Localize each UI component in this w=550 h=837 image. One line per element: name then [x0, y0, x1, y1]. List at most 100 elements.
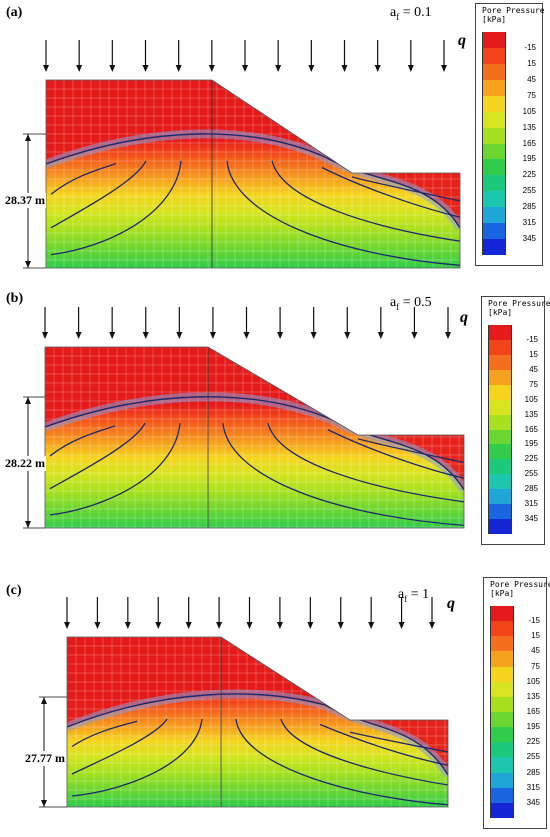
- pore-pressure-legend: Pore Pressure [kPa] -15 15 45 75 105 135 165 195…: [483, 577, 550, 829]
- legend-swatch: [490, 727, 514, 743]
- legend-swatch: [488, 474, 512, 490]
- legend-swatch: [482, 207, 506, 224]
- flow-streamline: [267, 423, 464, 503]
- load-arrow: [176, 307, 183, 339]
- panel-b: (b) af = 0.5 q 28.22 m Pore Pressure [kP…: [0, 283, 550, 553]
- load-arrow: [308, 40, 315, 72]
- legend-tick-label: 225: [526, 737, 540, 747]
- load-arrow: [42, 307, 48, 339]
- legend-swatch: [488, 429, 512, 445]
- legend-tick-label: 45: [529, 364, 538, 374]
- legend-tick-label: 285: [524, 484, 538, 494]
- legend-tick-label: -15: [526, 334, 538, 344]
- legend-swatch: [482, 111, 506, 129]
- load-arrow: [310, 307, 317, 339]
- legend-swatch: [488, 444, 512, 460]
- legend-tick-label: 75: [531, 661, 540, 671]
- load-arrow: [276, 597, 283, 629]
- phreatic-line: [46, 133, 460, 229]
- load-symbol: q: [460, 309, 468, 326]
- load-arrow: [344, 307, 351, 339]
- legend-tick-label: 165: [522, 138, 536, 148]
- panel-label: (a): [6, 5, 23, 20]
- legend-swatch: [490, 606, 514, 622]
- flow-streamline: [49, 425, 116, 457]
- legend-swatch: [490, 742, 514, 758]
- legend-tick-label: 195: [526, 722, 540, 732]
- flow-streamline: [235, 718, 448, 806]
- load-arrow: [246, 597, 253, 629]
- legend-swatch: [482, 239, 506, 256]
- legend-tick-label: 45: [527, 74, 536, 84]
- load-arrow: [94, 597, 101, 629]
- legend-tick-label: 255: [526, 752, 540, 762]
- legend-swatch: [490, 621, 514, 637]
- load-arrow: [124, 597, 131, 629]
- legend-title: Pore Pressure [kPa]: [482, 6, 545, 24]
- flow-streamline: [327, 429, 464, 479]
- flow-streamline: [280, 718, 448, 786]
- flow-streamline: [351, 176, 460, 202]
- load-arrow: [243, 307, 250, 339]
- legend-tick-label: 135: [526, 691, 540, 701]
- legend-swatch: [488, 339, 512, 356]
- height-dimension-label: 28.22 m: [4, 456, 46, 471]
- legend-tick-label: -15: [524, 42, 536, 52]
- pore-pressure-legend: Pore Pressure [kPa] -15 15 45 75 105 135 165 195…: [481, 296, 550, 545]
- legend-swatch: [488, 414, 512, 430]
- load-arrow: [377, 307, 384, 339]
- flow-streamline: [319, 723, 448, 766]
- load-arrow: [109, 307, 116, 339]
- load-arrow: [441, 40, 447, 72]
- load-arrow: [275, 40, 282, 72]
- legend-tick-label: 255: [522, 186, 536, 196]
- legend-swatch: [490, 636, 514, 652]
- legend-tick-label: 105: [524, 394, 538, 404]
- load-arrow: [175, 40, 182, 72]
- legend-swatch: [482, 191, 506, 208]
- af-label: af = 0.1: [390, 5, 432, 22]
- legend-swatch: [482, 32, 506, 49]
- legend-title: Pore Pressure [kPa]: [490, 580, 550, 598]
- legend-tick-label: 75: [527, 90, 536, 100]
- flow-streamline: [49, 422, 146, 490]
- load-arrow: [76, 40, 83, 72]
- legend-tick-label: 225: [524, 454, 538, 464]
- legend-swatch: [488, 325, 512, 341]
- legend-tick-label: 315: [524, 499, 538, 509]
- load-arrow: [429, 597, 435, 629]
- load-arrow: [43, 40, 49, 72]
- load-arrow: [398, 597, 405, 629]
- legend-tick-label: 105: [522, 106, 536, 116]
- legend-swatch: [488, 504, 512, 520]
- legend-swatch: [482, 63, 506, 81]
- load-arrow: [155, 597, 162, 629]
- legend-swatch: [490, 696, 514, 713]
- legend-tick-label: 285: [526, 767, 540, 777]
- af-label: af = 0.5: [390, 295, 432, 312]
- legend-tick-label: 135: [524, 409, 538, 419]
- legend-swatch: [490, 651, 514, 668]
- legend-swatch: [488, 369, 512, 386]
- load-arrow: [209, 307, 216, 339]
- pore-pressure-field: [46, 80, 460, 268]
- height-dimension-label: 28.37 m: [4, 193, 46, 208]
- pore-pressure-legend: Pore Pressure [kPa] -15 15 45 75 105 135 165 195…: [475, 3, 545, 266]
- legend-tick-label: 75: [529, 379, 538, 389]
- flow-streamline: [71, 720, 138, 748]
- load-arrow: [368, 597, 375, 629]
- legend-tick-label: 285: [522, 202, 536, 212]
- legend-tick-label: -15: [528, 616, 540, 626]
- load-arrow: [142, 307, 149, 339]
- legend-tick-label: 315: [526, 782, 540, 792]
- panel-c: (c) af = 1 q 27.77 m Pore Pressure [kPa]…: [0, 575, 550, 837]
- load-arrow: [337, 597, 344, 629]
- legend-tick-label: 15: [527, 58, 536, 68]
- panel-label: (b): [6, 291, 24, 306]
- flow-streamline: [50, 162, 117, 195]
- slope-model: [23, 307, 465, 529]
- slope-model: [39, 597, 449, 808]
- legend-tick-label: 345: [524, 514, 538, 524]
- load-arrow: [407, 40, 414, 72]
- legend-swatch: [482, 159, 506, 176]
